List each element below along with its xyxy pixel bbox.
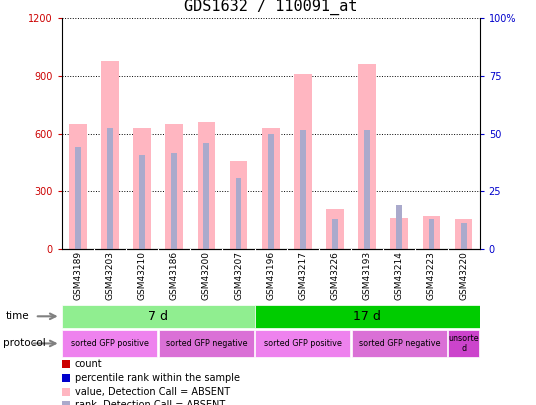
Bar <box>255 305 480 328</box>
Bar <box>230 160 248 249</box>
Text: GSM43186: GSM43186 <box>170 251 178 300</box>
Text: 17 d: 17 d <box>353 310 381 323</box>
Text: GSM43189: GSM43189 <box>73 251 82 300</box>
Bar <box>397 205 402 249</box>
Text: rank, Detection Call = ABSENT: rank, Detection Call = ABSENT <box>75 401 225 405</box>
Bar <box>69 124 87 249</box>
Bar <box>101 61 119 249</box>
Text: GSM43210: GSM43210 <box>138 251 146 300</box>
Text: GSM43200: GSM43200 <box>202 251 211 300</box>
Bar <box>461 223 466 249</box>
Bar <box>62 330 158 356</box>
Bar <box>359 64 376 249</box>
Text: sorted GFP positive: sorted GFP positive <box>264 339 342 348</box>
Text: GSM43214: GSM43214 <box>395 251 404 300</box>
Title: GDS1632 / 110091_at: GDS1632 / 110091_at <box>184 0 358 15</box>
Bar <box>75 147 80 249</box>
Text: GSM43203: GSM43203 <box>106 251 114 300</box>
Bar <box>107 128 113 249</box>
Bar <box>236 178 241 249</box>
Bar <box>268 134 273 249</box>
Text: time: time <box>5 311 29 321</box>
Bar <box>172 153 177 249</box>
Text: GSM43217: GSM43217 <box>299 251 307 300</box>
Bar <box>139 155 145 249</box>
Text: protocol: protocol <box>3 339 46 348</box>
Text: sorted GFP negative: sorted GFP negative <box>359 339 440 348</box>
Text: GSM43223: GSM43223 <box>427 251 436 300</box>
Bar <box>198 122 215 249</box>
Text: 7 d: 7 d <box>148 310 168 323</box>
Text: GSM43226: GSM43226 <box>331 251 339 300</box>
Text: count: count <box>75 359 102 369</box>
Bar <box>133 128 151 249</box>
Bar <box>300 130 306 249</box>
Text: GSM43220: GSM43220 <box>459 251 468 300</box>
Bar <box>429 219 434 249</box>
Bar <box>364 130 370 249</box>
Text: percentile rank within the sample: percentile rank within the sample <box>75 373 240 383</box>
Text: sorted GFP negative: sorted GFP negative <box>166 339 247 348</box>
Text: unsorte
d: unsorte d <box>448 334 479 353</box>
Bar <box>352 330 447 356</box>
Bar <box>326 209 344 249</box>
Bar <box>204 143 209 249</box>
Bar <box>455 219 473 249</box>
Bar <box>255 330 351 356</box>
Bar <box>423 216 441 249</box>
Bar <box>159 330 254 356</box>
Bar <box>448 330 479 356</box>
Text: value, Detection Call = ABSENT: value, Detection Call = ABSENT <box>75 387 229 396</box>
Bar <box>294 74 311 249</box>
Bar <box>262 128 280 249</box>
Text: sorted GFP positive: sorted GFP positive <box>71 339 149 348</box>
Bar <box>332 219 338 249</box>
Bar <box>390 218 408 249</box>
Text: GSM43196: GSM43196 <box>266 251 275 300</box>
Text: GSM43193: GSM43193 <box>363 251 371 300</box>
Bar <box>62 305 255 328</box>
Bar <box>165 124 183 249</box>
Text: GSM43207: GSM43207 <box>234 251 243 300</box>
